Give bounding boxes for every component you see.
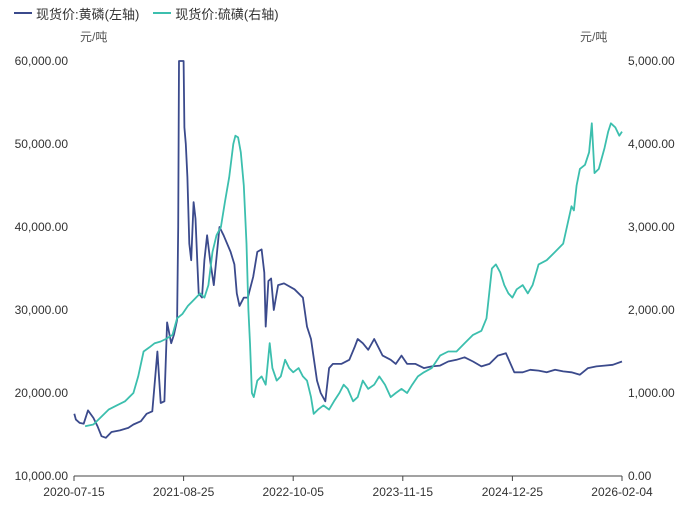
legend-label-sulfur: 现货价:硫磺(右轴) xyxy=(175,6,279,22)
left-y-tick-label: 40,000.00 xyxy=(15,220,69,234)
right-y-tick-label: 5,000.00 xyxy=(628,54,675,68)
left-y-tick-label: 60,000.00 xyxy=(15,54,69,68)
legend-item-sulfur[interactable]: 现货价:硫磺(右轴) xyxy=(153,4,279,23)
right-y-tick-label: 1,000.00 xyxy=(628,386,675,400)
x-tick-label: 2021-08-25 xyxy=(153,485,215,499)
left-y-tick-label: 30,000.00 xyxy=(15,303,69,317)
x-tick-label: 2020-07-15 xyxy=(43,485,105,499)
x-tick-label: 2026-02-04 xyxy=(591,485,653,499)
right-y-tick-label: 4,000.00 xyxy=(628,137,675,151)
series-line-sulfur xyxy=(84,122,623,428)
legend-item-yellow-phosphorus[interactable]: 现货价:黄磷(左轴) xyxy=(14,4,139,23)
right-y-tick-label: 3,000.00 xyxy=(628,220,675,234)
left-y-tick-label: 20,000.00 xyxy=(15,386,69,400)
x-tick-label: 2022-10-05 xyxy=(263,485,325,499)
legend-swatch-yellow-phosphorus xyxy=(14,12,32,14)
right-y-tick-label: 0.00 xyxy=(628,469,652,483)
legend: 现货价:黄磷(左轴) 现货价:硫磺(右轴) xyxy=(14,4,293,23)
left-y-tick-label: 50,000.00 xyxy=(15,137,69,151)
right-axis-unit: 元/吨 xyxy=(580,30,608,44)
left-axis-unit: 元/吨 xyxy=(80,30,108,44)
x-tick-label: 2023-11-15 xyxy=(373,485,434,499)
legend-swatch-sulfur xyxy=(153,12,172,14)
x-tick-label: 2024-12-25 xyxy=(482,485,544,499)
left-y-tick-label: 10,000.00 xyxy=(15,469,69,483)
series-line-yellow-phosphorus xyxy=(73,60,623,439)
right-y-tick-label: 2,000.00 xyxy=(628,303,675,317)
legend-label-yellow-phosphorus: 现货价:黄磷(左轴) xyxy=(36,6,140,22)
